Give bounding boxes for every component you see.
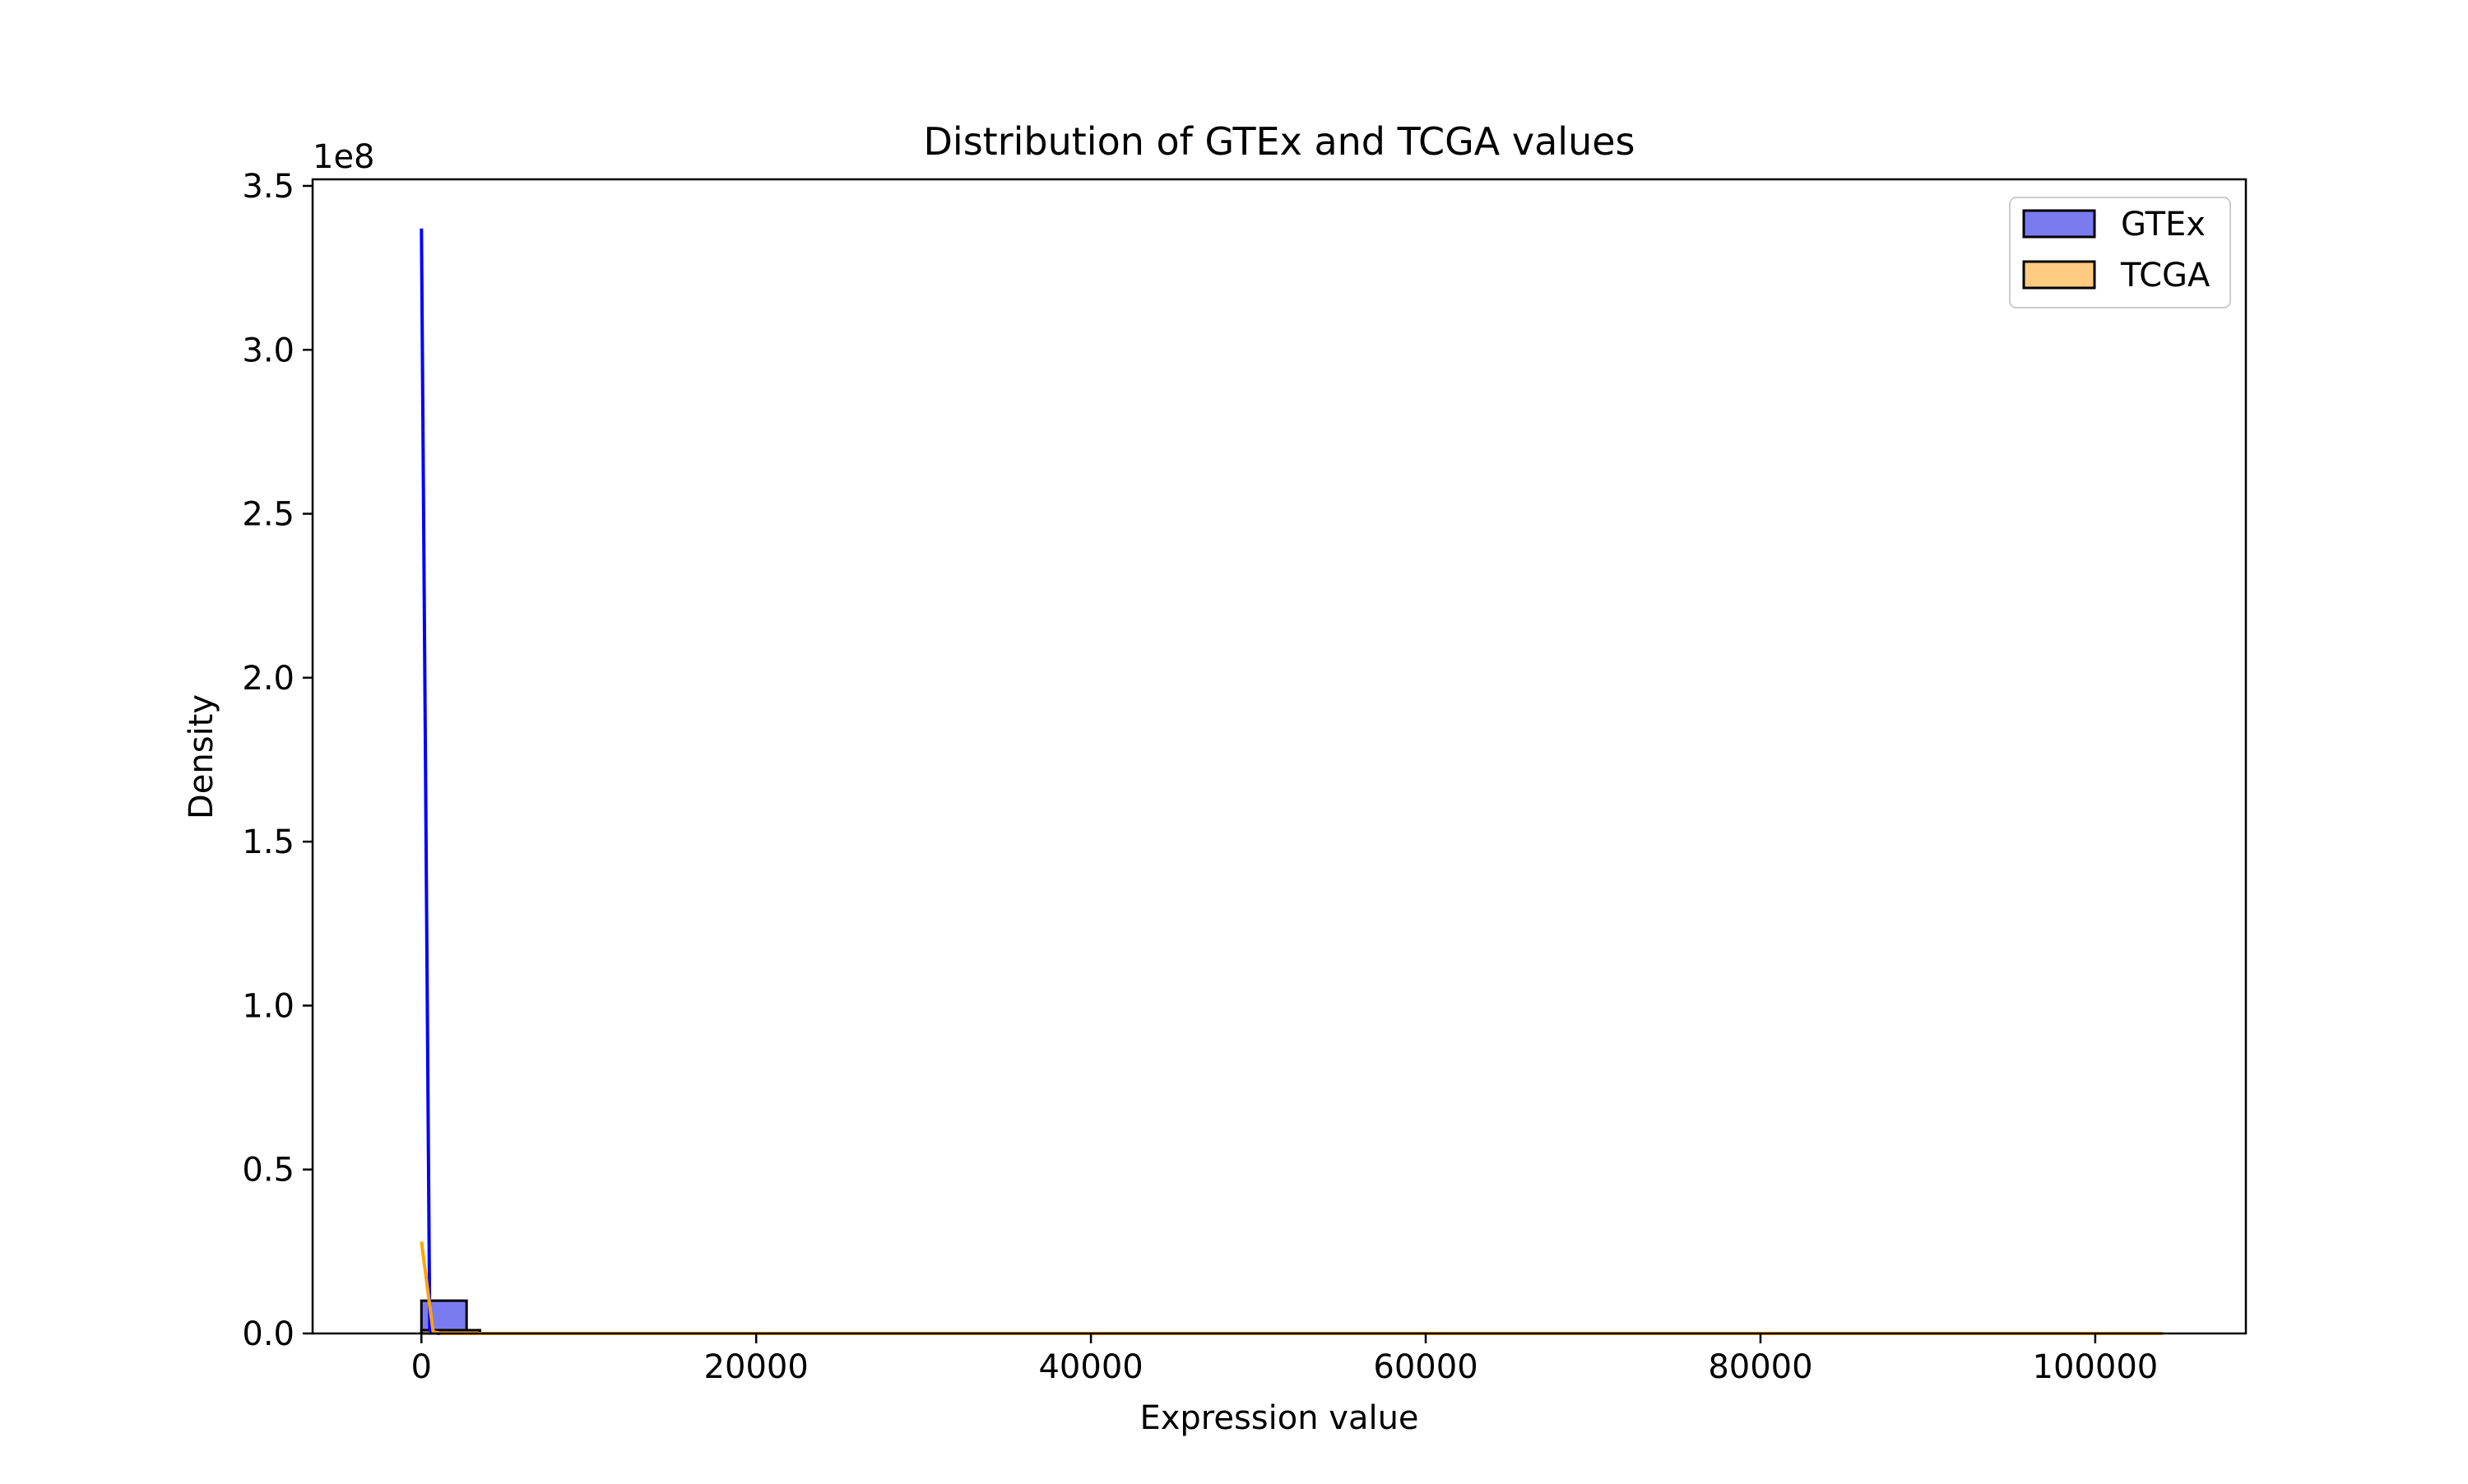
legend-label-tcga: TCGA — [2120, 257, 2211, 294]
plot-frame — [311, 178, 2248, 1335]
x-tick-label: 100000 — [2033, 1348, 2159, 1386]
x-tick-label: 80000 — [1708, 1348, 1812, 1386]
chart-title: Distribution of GTEx and TCGA values — [924, 119, 1635, 164]
x-tick-label: 0 — [411, 1348, 432, 1386]
y-axis-label: Density — [183, 694, 220, 819]
x-tick-label: 20000 — [704, 1348, 809, 1386]
y-tick-label: 3.0 — [242, 332, 295, 369]
y-tick-label: 2.0 — [242, 660, 295, 698]
legend: GTEx TCGA — [2009, 197, 2231, 308]
y-tick-label: 1.5 — [242, 823, 295, 861]
x-tick-label: 40000 — [1038, 1348, 1143, 1386]
y-tick-label: 0.5 — [242, 1152, 295, 1190]
x-tick-label: 60000 — [1373, 1348, 1478, 1386]
y-tick-label: 0.0 — [242, 1315, 295, 1353]
y-tick-label: 3.5 — [242, 168, 295, 206]
axes: 0 20000 40000 60000 80000 100000 0.0 0.5 1.0 1.5 2… — [242, 168, 2158, 1386]
y-tick-label: 2.5 — [242, 496, 295, 534]
y-offset-label: 1e8 — [313, 138, 375, 176]
x-axis-label: Expression value — [1139, 1399, 1418, 1437]
legend-swatch-tcga — [2022, 260, 2096, 290]
legend-label-gtex: GTEx — [2121, 206, 2206, 243]
legend-swatch-gtex — [2022, 209, 2096, 239]
y-tick-label: 1.0 — [242, 987, 295, 1025]
